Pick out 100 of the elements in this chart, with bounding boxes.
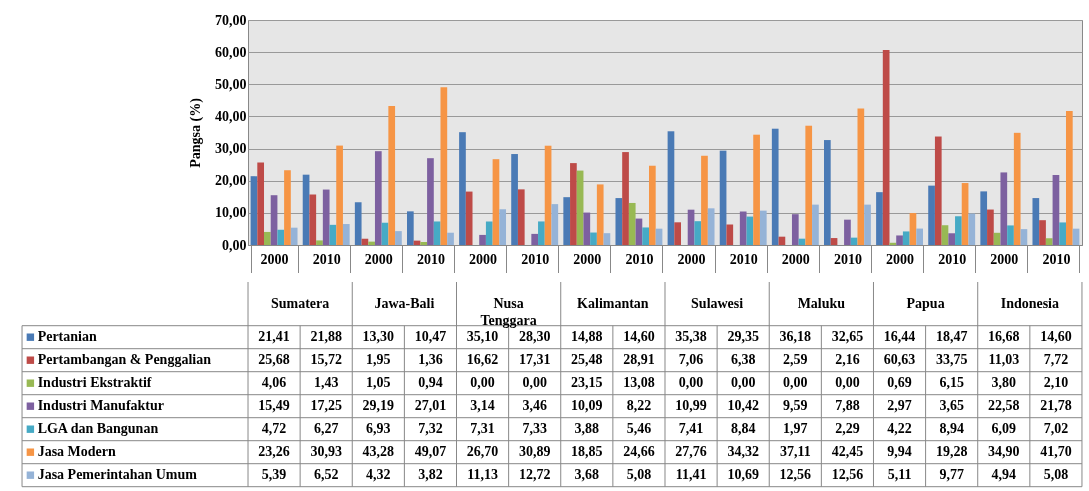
- bar: [570, 163, 577, 245]
- data-label: 0,00: [835, 375, 860, 391]
- data-label: 17,25: [310, 398, 342, 414]
- bar: [622, 152, 629, 245]
- bar: [1059, 222, 1066, 245]
- y-tick-label: 0,00: [222, 237, 247, 253]
- data-label: 4,72: [261, 421, 287, 437]
- bar: [916, 228, 924, 245]
- bar: [1039, 220, 1046, 245]
- data-label: 6,52: [313, 467, 339, 483]
- data-label: 12,56: [831, 467, 864, 483]
- bar: [433, 221, 441, 245]
- data-label: 49,07: [414, 444, 447, 460]
- bar: [257, 162, 265, 245]
- data-label: 6,93: [366, 421, 391, 437]
- bar: [603, 233, 611, 245]
- bar: [707, 208, 715, 245]
- data-label: 0,69: [887, 375, 912, 391]
- data-label: 4,32: [366, 467, 391, 483]
- data-label: 19,28: [935, 444, 968, 460]
- data-label: 3,65: [939, 398, 964, 414]
- bar: [538, 221, 545, 245]
- data-label: 7,41: [678, 421, 704, 437]
- data-label: 18,85: [571, 444, 603, 460]
- text: Sulawesi: [691, 295, 744, 311]
- data-label: 6,09: [991, 421, 1017, 437]
- bar: [270, 195, 278, 245]
- data-label: 16,44: [883, 329, 916, 345]
- x-tick-label: 2000: [677, 251, 706, 267]
- data-label: 43,28: [362, 444, 395, 460]
- data-label: 23,26: [258, 444, 290, 460]
- data-label: 5,08: [626, 467, 652, 483]
- data-label: 11,13: [467, 467, 498, 483]
- data-label: 3,46: [522, 398, 547, 414]
- bar: [896, 235, 903, 245]
- data-label: 2,10: [1043, 375, 1069, 391]
- bar: [374, 151, 382, 245]
- x-tick-label: 2000: [886, 251, 915, 267]
- bar: [1045, 238, 1053, 245]
- bar: [948, 233, 956, 245]
- bar: [642, 227, 649, 245]
- data-label: 12,56: [779, 467, 812, 483]
- bar: [511, 154, 518, 245]
- data-label: 9,59: [783, 398, 808, 414]
- bar: [485, 221, 493, 245]
- data-label: 35,10: [466, 329, 499, 345]
- data-label: 15,72: [310, 352, 342, 368]
- data-label: 3,82: [418, 467, 443, 483]
- bar: [395, 231, 402, 245]
- data-label: 0,00: [678, 375, 704, 391]
- text: Papua: [906, 295, 945, 311]
- bar: [322, 189, 330, 245]
- data-label: 7,06: [678, 352, 704, 368]
- data-label: 7,72: [1043, 352, 1069, 368]
- x-tick-label: 2000: [260, 251, 289, 267]
- bar: [812, 204, 819, 245]
- bar: [551, 204, 559, 245]
- bar: [968, 213, 976, 245]
- data-label: 8,84: [730, 421, 756, 437]
- text: Kalimantan: [577, 295, 649, 311]
- y-tick-label: 70,00: [215, 12, 247, 28]
- data-label: 3,14: [470, 398, 495, 414]
- data-label: 7,02: [1043, 421, 1069, 437]
- bar: [277, 229, 285, 245]
- bar: [753, 134, 760, 245]
- data-label: 4,94: [991, 467, 1017, 483]
- bar: [864, 204, 871, 245]
- y-tick-label: 20,00: [215, 173, 247, 189]
- bar: [388, 105, 396, 245]
- data-label: 21,88: [310, 329, 342, 345]
- data-label: 29,19: [362, 398, 395, 414]
- data-label: 21,78: [1040, 398, 1072, 414]
- data-label: 34,32: [727, 444, 759, 460]
- x-tick-label: 2010: [1042, 251, 1071, 267]
- bar: [406, 211, 414, 245]
- y-tick-label: 50,00: [215, 76, 247, 92]
- bar: [1065, 110, 1073, 245]
- x-tick-label: 2010: [312, 251, 341, 267]
- data-label: 10,42: [727, 398, 759, 414]
- bar: [615, 198, 623, 245]
- data-label: 13,08: [623, 375, 655, 391]
- data-label: 30,89: [518, 444, 551, 460]
- data-label: 4,22: [887, 421, 912, 437]
- bar: [368, 241, 375, 245]
- bar: [336, 145, 343, 245]
- data-label: 36,18: [779, 329, 812, 345]
- bar: [420, 241, 428, 245]
- data-label: 4,06: [261, 375, 287, 391]
- bar: [648, 165, 656, 245]
- bar: [492, 159, 500, 245]
- data-label: 17,31: [518, 352, 551, 368]
- data-label: 28,91: [623, 352, 655, 368]
- bar: [1052, 174, 1060, 245]
- data-label: 28,30: [518, 329, 551, 345]
- data-label: 14,60: [1040, 329, 1072, 345]
- data-label: 0,94: [418, 375, 443, 391]
- bar: [499, 209, 507, 245]
- bar: [264, 231, 271, 245]
- bar: [1013, 132, 1021, 245]
- data-label: 7,32: [418, 421, 443, 437]
